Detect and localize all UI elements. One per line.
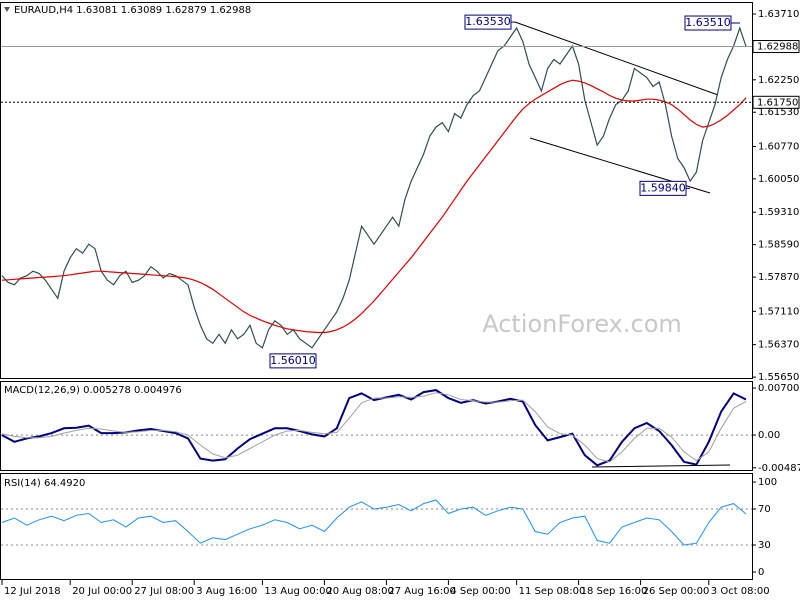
y-tick-label: 1.55650 [758, 372, 799, 383]
y-tick-label: 0.007003 [758, 383, 800, 394]
price-label: 1.61750 [757, 97, 798, 108]
x-tick-label: 3 Oct 08:00 [711, 586, 770, 597]
x-tick-label: 12 Jul 2018 [4, 586, 61, 597]
x-tick-label: 26 Sep 00:00 [643, 586, 710, 597]
x-tick-label: 3 Aug 16:00 [196, 586, 257, 597]
y-tick-label: 1.60050 [758, 174, 799, 185]
rsi-panel [0, 473, 753, 580]
x-tick-label: 11 Sep 08:00 [519, 586, 586, 597]
price-panel [0, 2, 753, 379]
annotation-box [464, 14, 512, 30]
series-line [1, 79, 747, 334]
y-tick-label: -0.004873 [758, 463, 800, 474]
y-tick-label: 1.56370 [758, 340, 799, 351]
y-tick-label: 100 [758, 477, 777, 488]
x-tick-label: 20 Jul 00:00 [72, 586, 132, 597]
series-line [1, 392, 747, 463]
macd-trendline [591, 464, 731, 468]
y-tick-label: 1.61530 [758, 107, 799, 118]
annotation-label: 1.63510 [685, 16, 731, 29]
price-title: EURAUD,H4 1.63081 1.63089 1.62879 1.6298… [14, 5, 251, 16]
y-tick-label: 1.62250 [758, 75, 799, 86]
annotation-label: 1.63530 [465, 15, 511, 28]
macd-panel [0, 381, 753, 471]
watermark: ActionForex.com [482, 310, 682, 338]
y-tick-label: 1.57110 [758, 306, 799, 317]
rsi-title: RSI(14) 64.4920 [4, 478, 85, 489]
price-label: 1.62988 [757, 42, 798, 53]
x-tick-label: 20 Aug 08:00 [326, 586, 393, 597]
annotation-label: 1.59840 [640, 181, 686, 194]
x-tick-label: 13 Aug 00:00 [264, 586, 331, 597]
x-tick-label: 27 Jul 08:00 [134, 586, 194, 597]
series-line [1, 499, 747, 546]
annotation-box [269, 353, 317, 369]
price-box [752, 95, 800, 109]
price-box [752, 40, 800, 54]
y-tick-label: 1.58590 [758, 240, 799, 251]
annotation-box [684, 15, 732, 31]
channel-upper [514, 21, 719, 96]
y-tick-label: 0 [758, 567, 764, 578]
y-tick-label: 1.59310 [758, 207, 799, 218]
y-tick-label: 1.63710 [758, 9, 799, 20]
y-tick-label: 30 [758, 540, 771, 551]
annotation-label: 1.56010 [270, 354, 316, 367]
x-tick-label: 27 Aug 16:00 [388, 586, 455, 597]
macd-title: MACD(12,26,9) 0.005278 0.004976 [4, 385, 182, 396]
x-tick-label: 18 Sep 16:00 [581, 586, 648, 597]
y-tick-label: 1.60770 [758, 141, 799, 152]
annotation-box [639, 180, 687, 196]
y-tick-label: 1.57870 [758, 272, 799, 283]
y-tick-label: 0.00 [758, 430, 780, 441]
x-tick-label: 4 Sep 00:00 [450, 586, 510, 597]
y-tick-label: 70 [758, 504, 771, 515]
symbol-icon [4, 7, 10, 12]
